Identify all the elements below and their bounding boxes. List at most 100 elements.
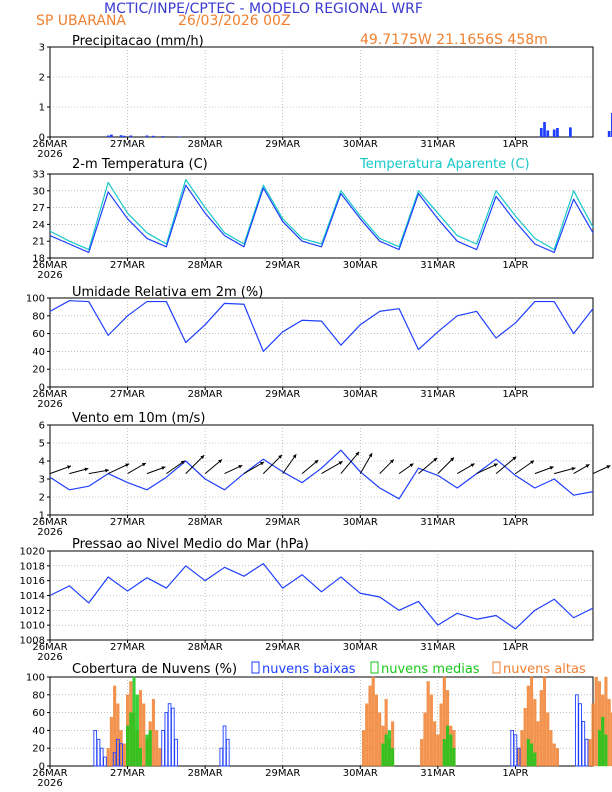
cloud-bar-nuvens-altas xyxy=(142,703,146,767)
clouds-year-label: 2026 xyxy=(37,778,62,789)
precip-bar xyxy=(129,135,133,137)
header-title: MCTIC/INPE/CPTEC - MODELO REGIONAL WRF xyxy=(104,1,423,17)
wind-arrow-head xyxy=(105,468,109,473)
precip-bar xyxy=(152,135,155,137)
clouds-panel: 0 20 40 60 80 100 26MAR 27MAR 28MAR 29MAR 30MAR 31… xyxy=(26,661,612,789)
cloud-bar-nuvens-baixas xyxy=(167,703,172,767)
cloud-bar-nuvens-altas xyxy=(106,748,110,767)
wind-arrow xyxy=(166,460,185,475)
precip-x-tick-label: 28MAR xyxy=(188,139,223,150)
humidity-frame xyxy=(49,297,594,388)
cloud-bar-nuvens-baixas xyxy=(516,747,521,767)
humidity-x-tick-label: 31MAR xyxy=(420,389,455,400)
wind-arrow xyxy=(437,457,455,474)
wind-arrow-head xyxy=(292,454,297,459)
wind-arrow xyxy=(49,465,72,475)
wind-y-tick-label: 5 xyxy=(39,439,45,450)
wind-arrow-head xyxy=(125,463,130,468)
wind-series-line xyxy=(49,449,594,500)
legend-low-label: nuvens baixas xyxy=(262,662,356,677)
precip-bar xyxy=(607,131,611,137)
wind-panel: 1 2 3 4 5 6 26MAR 27MAR 28MAR 29MAR 30MAR 31MAR 1AP… xyxy=(32,411,611,538)
humidity-line xyxy=(49,300,594,352)
wind-arrow-head xyxy=(368,453,373,458)
precip-bar xyxy=(119,135,123,137)
cloud-bar-nuvens-altas xyxy=(433,721,437,767)
wind-arrow-head xyxy=(200,455,205,460)
precip-y-tick-label: 3 xyxy=(39,43,45,54)
clouds-y-tick-label: 40 xyxy=(32,726,45,737)
wind-arrow-head xyxy=(585,464,590,468)
temperature-x-tick-label: 30MAR xyxy=(343,260,378,271)
cloud-bar-nuvens-baixas xyxy=(174,738,178,767)
humidity-x-axis: 26MAR 27MAR 28MAR 29MAR 30MAR 31MAR 1APR 2026 xyxy=(32,387,529,410)
clouds-y-axis: 0 20 40 60 80 100 xyxy=(26,673,50,773)
cloud-bar-nuvens-baixas xyxy=(578,703,582,767)
station-name: SP UBARANA xyxy=(36,13,126,29)
wind-arrow xyxy=(262,454,283,474)
wind-arrow xyxy=(515,460,535,475)
cloud-bar-nuvens-baixas xyxy=(119,743,123,767)
humidity-x-tick-label: 27MAR xyxy=(110,389,145,400)
wind-y-tick-label: 3 xyxy=(39,475,45,486)
clouds-x-tick-label: 1APR xyxy=(502,768,528,779)
cloud-bar-nuvens-altas xyxy=(523,708,527,767)
pressure-y-tick-label: 1016 xyxy=(20,576,45,587)
humidity-y-tick-label: 100 xyxy=(26,294,45,305)
cloud-bar-nuvens-altas xyxy=(555,748,559,767)
cloud-bar-nuvens-altas xyxy=(439,703,443,767)
clouds-y-tick-label: 80 xyxy=(32,690,45,701)
cloud-bar-nuvens-altas xyxy=(520,730,524,767)
clouds-x-tick-label: 27MAR xyxy=(110,768,145,779)
wind-line-and-arrows xyxy=(49,449,611,500)
precip-title: Precipitacao (mm/h) xyxy=(72,34,204,49)
clouds-x-tick-label: 26MAR xyxy=(32,768,67,779)
temperature-x-tick-label: 27MAR xyxy=(110,260,145,271)
wind-arrow-head xyxy=(260,462,265,466)
humidity-y-axis: 0 20 40 60 80 100 xyxy=(26,294,50,394)
wind-arrow xyxy=(340,451,360,474)
cloud-bar-nuvens-medias xyxy=(530,743,534,767)
wind-arrow-head xyxy=(141,463,146,467)
cloud-bar-nuvens-medias xyxy=(391,748,395,767)
cloud-bar-nuvens-altas xyxy=(549,730,553,767)
wind-arrow-head xyxy=(549,466,554,470)
temperature-x-axis: 26MAR 27MAR 28MAR 29MAR 30MAR 31MAR 1APR 2026 xyxy=(32,258,529,281)
cloud-bar-nuvens-altas xyxy=(155,730,159,767)
pressure-y-tick-label: 1020 xyxy=(20,547,45,558)
wind-arrow-head xyxy=(530,460,535,465)
wind-x-tick-label: 31MAR xyxy=(420,517,455,528)
wind-arrow-head xyxy=(470,463,475,468)
apparent-temperature-line xyxy=(49,179,594,251)
cloud-bar-nuvens-altas xyxy=(542,676,547,767)
cloud-bar-nuvens-altas xyxy=(536,721,540,767)
cloud-bar-nuvens-medias xyxy=(381,743,385,767)
precip-bar xyxy=(556,128,559,137)
cloud-bar-nuvens-baixas xyxy=(103,756,107,767)
wind-x-axis: 26MAR 27MAR 28MAR 29MAR 30MAR 31MAR 1APR 2026 xyxy=(32,515,529,538)
precip-x-tick-label: 31MAR xyxy=(420,139,455,150)
temperature-x-tick-label: 1APR xyxy=(502,260,528,271)
humidity-x-tick-label: 26MAR xyxy=(32,389,67,400)
cloud-bar-nuvens-altas xyxy=(423,712,427,767)
pressure-line xyxy=(49,563,594,630)
legend-low-swatch xyxy=(251,661,260,674)
cloud-bar-nuvens-altas xyxy=(378,712,382,767)
wind-y-tick-label: 6 xyxy=(39,421,45,432)
clouds-bars xyxy=(93,676,612,767)
precip-bar xyxy=(177,136,181,137)
precip-x-tick-label: 26MAR xyxy=(32,139,67,150)
cloud-bar-nuvens-altas xyxy=(426,681,430,767)
wind-arrow-head xyxy=(433,457,438,462)
cloud-bar-nuvens-baixas xyxy=(222,725,227,767)
cloud-bar-nuvens-medias xyxy=(145,734,149,767)
cloud-bar-nuvens-medias xyxy=(129,712,133,767)
wind-x-tick-label: 29MAR xyxy=(265,517,300,528)
clouds-y-tick-label: 60 xyxy=(32,708,45,719)
cloud-bar-nuvens-altas xyxy=(371,676,375,767)
wind-y-tick-label: 4 xyxy=(39,457,45,468)
humidity-y-tick-label: 20 xyxy=(32,365,45,376)
wind-arrow xyxy=(476,463,498,475)
legend-high-swatch xyxy=(492,661,501,674)
